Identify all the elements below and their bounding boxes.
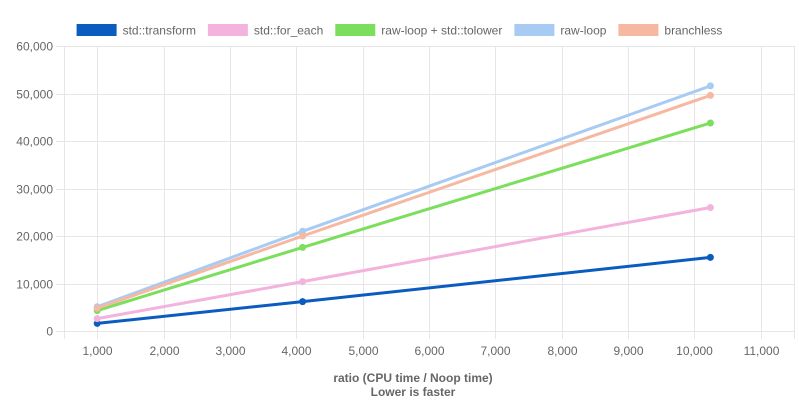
legend-label: raw-loop + std::tolower bbox=[381, 24, 502, 38]
data-point-branchless bbox=[706, 91, 714, 99]
series-line-branchless bbox=[96, 93, 711, 310]
legend-swatch bbox=[207, 24, 248, 36]
data-point-raw-loop-std-tolower bbox=[299, 243, 307, 251]
legend-label: branchless bbox=[664, 24, 722, 38]
y-axis-ticks: 0 10,000 20,000 30,000 40,000 50,000 60,000 bbox=[16, 40, 53, 339]
legend-swatch bbox=[618, 24, 659, 36]
legend-item-std-transform[interactable]: std::transform bbox=[76, 24, 196, 38]
series-line-raw-loop bbox=[96, 84, 711, 309]
series-line-std-for-each bbox=[96, 206, 711, 321]
legend-item-raw-loop[interactable]: raw-loop bbox=[514, 24, 607, 38]
x-tick-label: 7,000 bbox=[480, 344, 510, 358]
legend-label: std::transform bbox=[123, 24, 196, 38]
x-tick-label: 3,000 bbox=[215, 344, 245, 358]
x-tick-label: 4,000 bbox=[281, 344, 311, 358]
y-tick-label: 40,000 bbox=[16, 135, 53, 149]
data-point-std-transform bbox=[706, 253, 714, 261]
legend-swatch bbox=[76, 24, 117, 36]
y-tick-label: 10,000 bbox=[16, 278, 53, 292]
series-line-raw-loop-std-tolower bbox=[96, 121, 711, 313]
data-point-std-transform bbox=[93, 319, 101, 327]
y-tick-label: 30,000 bbox=[16, 183, 53, 197]
data-point-std-for-each bbox=[299, 278, 307, 286]
legend-label: std::for_each bbox=[254, 24, 323, 38]
x-tick-label: 10,000 bbox=[676, 344, 713, 358]
data-point-raw-loop bbox=[706, 82, 714, 90]
data-point-branchless bbox=[299, 232, 307, 240]
x-axis-title: ratio (CPU time / Noop time) bbox=[333, 371, 492, 385]
x-tick-label: 6,000 bbox=[414, 344, 444, 358]
series-line-std-transform bbox=[97, 255, 711, 325]
data-point-std-transform bbox=[299, 298, 307, 306]
y-tick-label: 0 bbox=[46, 325, 53, 339]
y-tick-label: 60,000 bbox=[16, 40, 53, 54]
x-axis-subtitle: Lower is faster bbox=[371, 385, 456, 399]
legend[interactable]: std::transform std::for_each raw-loop + st… bbox=[76, 24, 723, 38]
legend-swatch bbox=[335, 24, 376, 36]
x-tick-label: 5,000 bbox=[348, 344, 378, 358]
legend-item-raw-loop-std-tolower[interactable]: raw-loop + std::tolower bbox=[335, 24, 502, 38]
x-tick-label: 2,000 bbox=[149, 344, 179, 358]
x-tick-label: 9,000 bbox=[613, 344, 643, 358]
data-point-branchless bbox=[93, 304, 101, 312]
x-tick-label: 1,000 bbox=[82, 344, 112, 358]
data-point-std-for-each bbox=[93, 315, 101, 323]
series-lines bbox=[93, 82, 714, 327]
y-tick-label: 20,000 bbox=[16, 230, 53, 244]
legend-item-branchless[interactable]: branchless bbox=[618, 24, 722, 38]
grid bbox=[56, 46, 795, 339]
legend-label: raw-loop bbox=[560, 24, 606, 38]
x-tick-label: 11,000 bbox=[744, 344, 780, 358]
data-point-raw-loop-std-tolower bbox=[706, 119, 714, 127]
legend-swatch bbox=[514, 24, 555, 36]
x-tick-label: 8,000 bbox=[547, 344, 577, 358]
x-axis-ticks: 1,000 2,000 3,000 4,000 5,000 6,000 7,000 8,000… bbox=[82, 344, 779, 358]
legend-item-std-for-each[interactable]: std::for_each bbox=[207, 24, 323, 38]
data-point-std-for-each bbox=[706, 204, 714, 211]
y-tick-label: 50,000 bbox=[16, 88, 53, 102]
